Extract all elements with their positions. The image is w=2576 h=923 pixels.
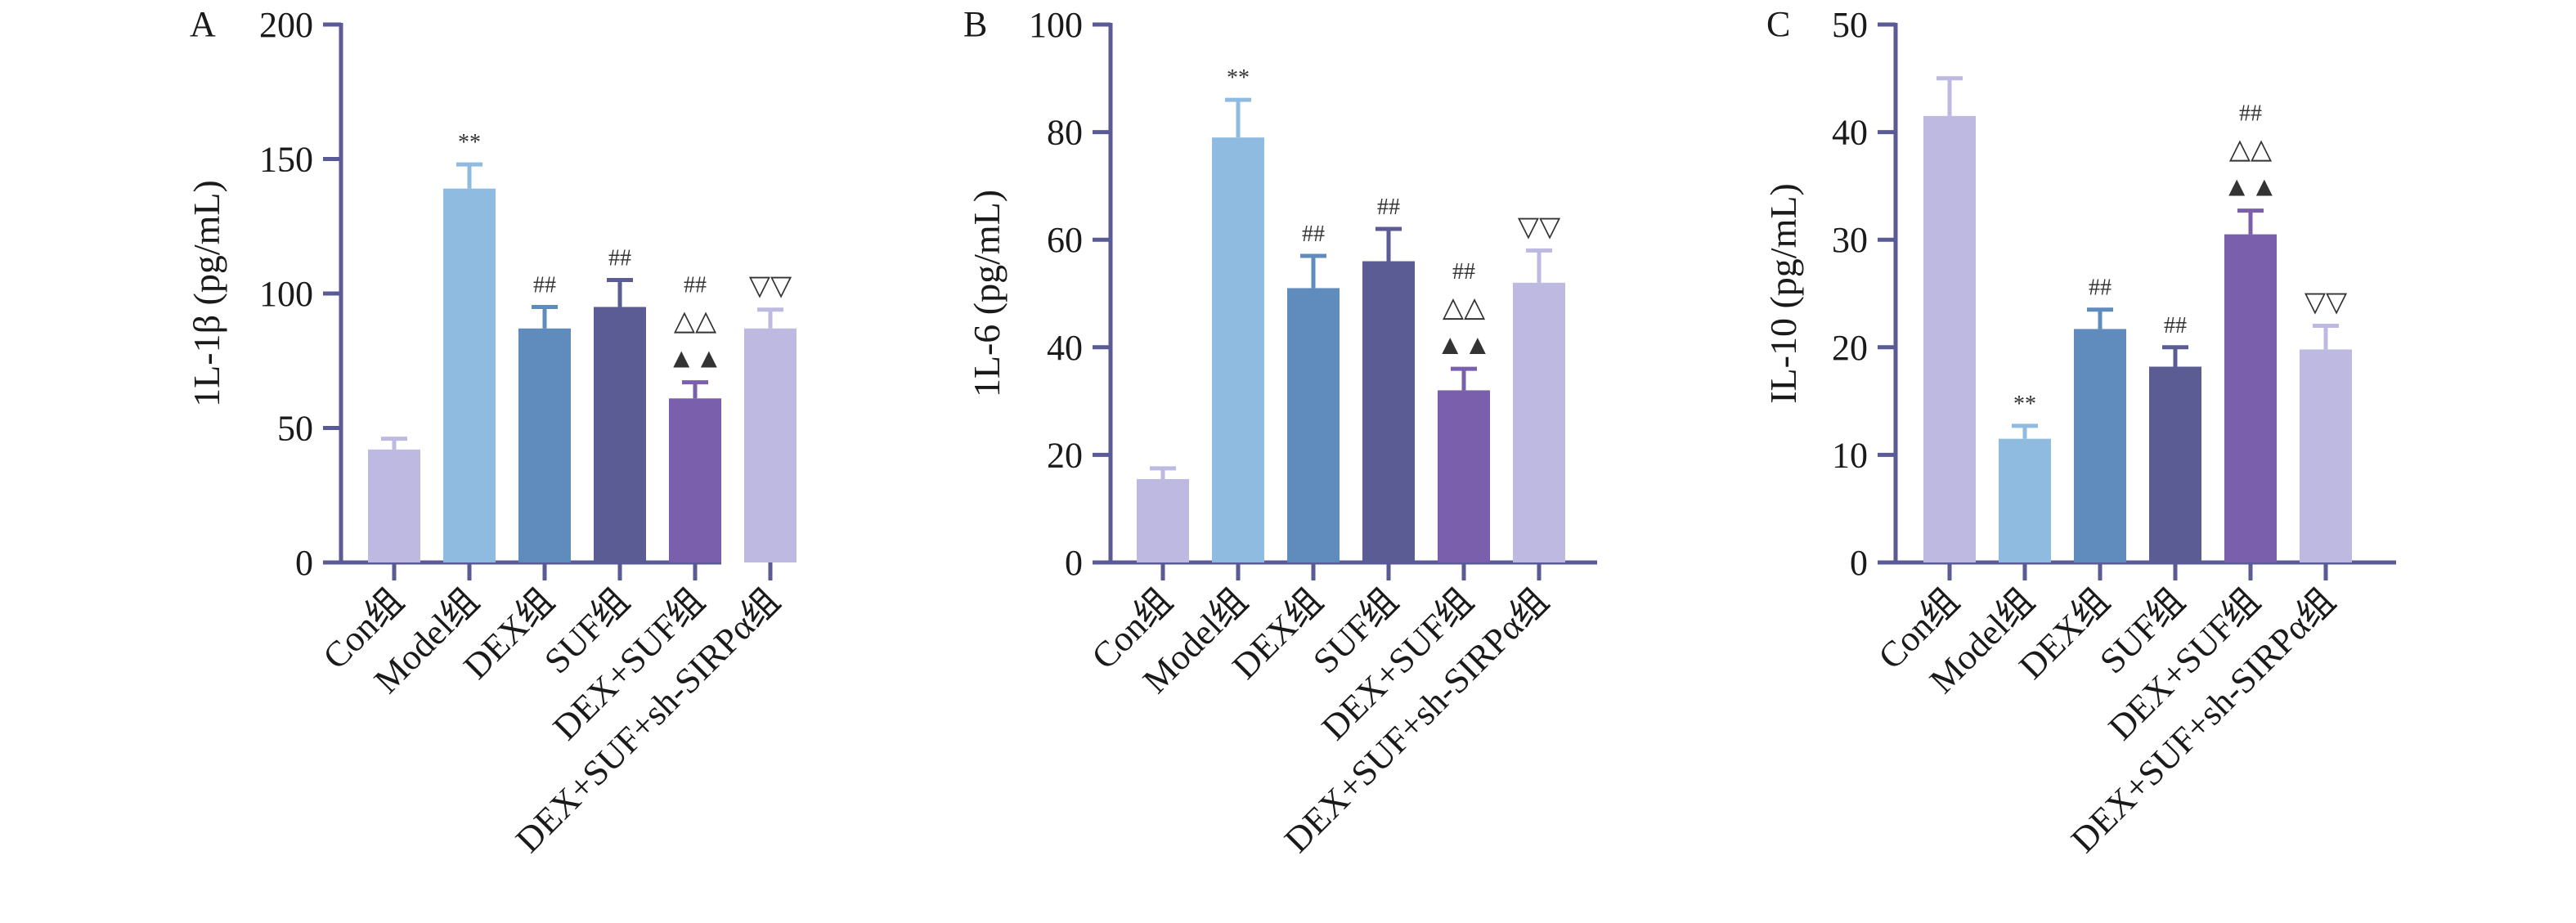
significance-mark: ## xyxy=(1452,259,1475,285)
bar xyxy=(744,328,797,562)
y-tick-label: 60 xyxy=(1047,220,1083,260)
y-tick-label: 20 xyxy=(1832,328,1868,368)
bar xyxy=(2149,366,2201,562)
y-tick-label: 150 xyxy=(259,140,313,180)
bar xyxy=(594,307,646,562)
significance-mark: ▽▽ xyxy=(2304,287,2348,317)
y-tick-label: 50 xyxy=(277,409,313,449)
significance-mark: △△ xyxy=(674,307,717,337)
significance-mark: △△ xyxy=(2229,135,2273,165)
significance-mark: △△ xyxy=(1443,293,1486,323)
panel-C: CIL-10 (pg/mL)01020304050Con组Model组**DEX… xyxy=(1762,4,2396,860)
y-tick-label: 30 xyxy=(1832,220,1868,260)
significance-mark: ## xyxy=(2089,276,2112,301)
y-tick-label: 0 xyxy=(1850,543,1868,583)
bar xyxy=(1999,438,2051,562)
y-axis-title: 1L-1β (pg/mL) xyxy=(186,180,227,407)
y-axis-title: IL-10 (pg/mL) xyxy=(1762,183,1804,404)
bar xyxy=(368,449,420,562)
significance-mark: ▽▽ xyxy=(749,271,792,302)
panel-letter: B xyxy=(963,4,987,44)
significance-mark: ▲▲ xyxy=(1436,330,1491,361)
bar xyxy=(1923,115,1976,563)
bar xyxy=(518,328,571,562)
panel-A: A1L-1β (pg/mL)050100150200Con组Model组**DE… xyxy=(186,4,797,860)
bar xyxy=(1362,261,1415,562)
significance-mark: ## xyxy=(1302,222,1325,247)
y-tick-label: 10 xyxy=(1832,435,1868,475)
panel-B: B1L-6 (pg/mL)020406080100Con组Model组**DEX… xyxy=(963,4,1597,860)
y-axis-title: 1L-6 (pg/mL) xyxy=(966,190,1008,397)
significance-mark: ▲▲ xyxy=(2223,173,2278,203)
y-tick-label: 50 xyxy=(1832,5,1868,45)
significance-mark: ** xyxy=(1227,65,1250,91)
y-tick-label: 20 xyxy=(1047,435,1083,475)
significance-mark: ** xyxy=(2013,392,2036,417)
bar xyxy=(1287,288,1340,562)
bar xyxy=(1212,137,1264,562)
y-tick-label: 40 xyxy=(1832,113,1868,153)
bar xyxy=(443,188,496,562)
y-tick-label: 200 xyxy=(259,5,313,45)
bar xyxy=(669,398,721,562)
significance-mark: ## xyxy=(684,273,707,298)
bar xyxy=(2074,329,2126,562)
bar xyxy=(1513,282,1565,562)
significance-mark: ▲▲ xyxy=(667,344,722,374)
bar xyxy=(2300,349,2352,562)
significance-mark: ▽▽ xyxy=(1518,212,1561,242)
y-tick-label: 40 xyxy=(1047,328,1083,368)
significance-mark: ## xyxy=(608,246,631,271)
panel-letter: C xyxy=(1766,4,1790,44)
significance-mark: ## xyxy=(533,272,556,298)
bar xyxy=(2224,234,2277,562)
y-tick-label: 0 xyxy=(295,543,313,583)
significance-mark: ** xyxy=(458,130,481,155)
bar xyxy=(1438,390,1490,562)
bar xyxy=(1137,479,1189,562)
significance-mark: ## xyxy=(2239,101,2262,127)
significance-mark: ## xyxy=(1377,195,1400,220)
y-tick-label: 0 xyxy=(1065,543,1083,583)
y-tick-label: 80 xyxy=(1047,113,1083,153)
y-tick-label: 100 xyxy=(1029,5,1083,45)
y-tick-label: 100 xyxy=(259,274,313,314)
significance-mark: ## xyxy=(2164,313,2187,338)
panel-letter: A xyxy=(190,4,216,44)
